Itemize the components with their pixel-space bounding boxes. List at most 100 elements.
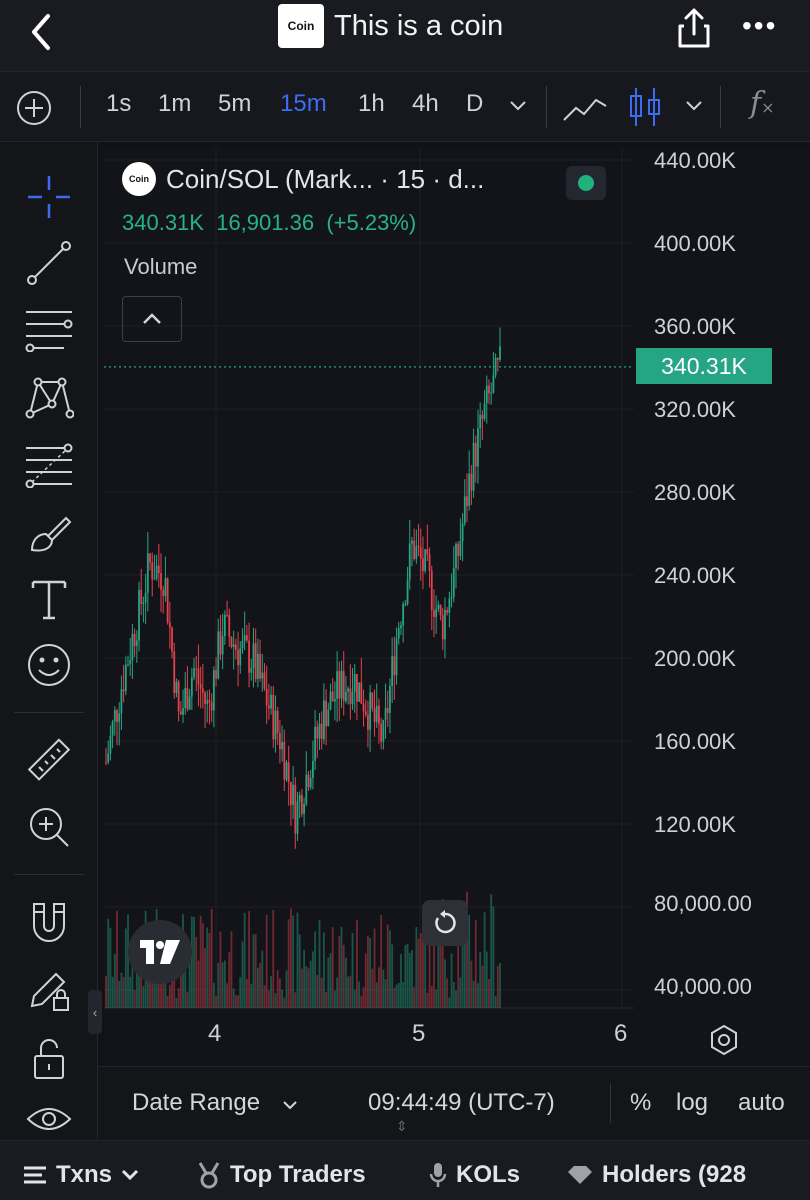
legend-values: 340.31K 16,901.36 (+5.23%) — [122, 210, 416, 236]
candle-body — [127, 664, 129, 666]
volume-bar — [459, 977, 462, 1008]
tab-txns[interactable]: Txns — [22, 1161, 140, 1189]
candle-body — [215, 670, 217, 679]
emoji-icon[interactable] — [22, 638, 76, 692]
candle-body — [105, 761, 107, 763]
interval-1h[interactable]: 1h — [358, 90, 385, 117]
candle-body — [389, 685, 391, 713]
volume-bar — [245, 979, 248, 1008]
volume-bar — [243, 912, 246, 1008]
text-tool-icon[interactable] — [22, 572, 76, 626]
brush-icon[interactable] — [22, 506, 76, 560]
volume-bar — [496, 965, 499, 1008]
volume-bar — [404, 944, 407, 1008]
interval-1s[interactable]: 1s — [106, 90, 132, 117]
interval-15m[interactable]: 15m — [280, 90, 327, 117]
back-arrow-icon[interactable] — [22, 12, 62, 52]
horizontal-lines-icon[interactable] — [22, 302, 76, 356]
interval-D[interactable]: D — [466, 90, 484, 117]
candle-body — [296, 801, 299, 834]
pattern-tool-icon[interactable] — [22, 370, 76, 424]
function-icon[interactable]: f× — [750, 86, 775, 121]
volume-bar — [188, 943, 191, 1008]
eye-icon[interactable] — [22, 1092, 76, 1146]
candle-body — [485, 385, 488, 404]
crosshair-icon[interactable] — [22, 170, 76, 224]
auto-scale-toggle[interactable]: auto — [738, 1089, 785, 1116]
chart-settings-icon[interactable] — [708, 1024, 740, 1056]
chevron-down-icon[interactable] — [684, 98, 704, 114]
volume-bar — [212, 982, 215, 1008]
volume-bar — [287, 919, 290, 1008]
candle-body — [483, 403, 486, 419]
candle-body — [204, 692, 206, 704]
volume-bar — [113, 954, 116, 1008]
trend-line-icon[interactable] — [22, 236, 76, 290]
volume-bar — [309, 960, 312, 1008]
tab-top-traders[interactable]: Top Traders — [196, 1161, 366, 1189]
chevron-down-icon — [121, 1169, 139, 1181]
volume-bar — [263, 985, 266, 1008]
candle-body — [248, 640, 250, 673]
reset-chart-button[interactable] — [422, 900, 468, 946]
candle-body — [457, 544, 460, 556]
volume-bar — [109, 927, 112, 1008]
candle-body — [120, 689, 123, 714]
resize-handle-icon[interactable]: ⇕ — [396, 1118, 408, 1134]
lock-drawing-icon[interactable] — [22, 964, 76, 1018]
candle-body — [496, 357, 499, 360]
candle-body — [146, 553, 149, 593]
candle-body — [397, 628, 400, 639]
page-title-group: Coin This is a coin — [278, 4, 503, 48]
candlestick-icon[interactable] — [628, 86, 662, 128]
share-icon[interactable] — [674, 6, 714, 50]
unlock-icon[interactable] — [22, 1032, 76, 1086]
interval-5m[interactable]: 5m — [218, 90, 252, 117]
collapse-sidebar-handle[interactable]: ‹ — [88, 990, 102, 1034]
magnet-icon[interactable] — [22, 896, 76, 950]
current-time[interactable]: 09:44:49 (UTC-7) — [368, 1089, 555, 1116]
fib-retracement-icon[interactable] — [22, 438, 76, 492]
interval-1m[interactable]: 1m — [158, 90, 192, 117]
tab-holders[interactable]: Holders (928 — [566, 1161, 746, 1189]
interval-4h[interactable]: 4h — [412, 90, 439, 117]
volume-bar — [281, 989, 283, 1008]
volume-bar — [241, 941, 244, 1008]
volume-bar — [276, 970, 279, 1008]
microphone-icon — [429, 1163, 447, 1187]
candle-body — [424, 549, 427, 572]
tab-txns-label: Txns — [56, 1161, 113, 1188]
candle-body — [164, 578, 167, 596]
candle-body — [384, 708, 387, 720]
chart-toolbar: 1s 1m 5m 15m 1h 4h D f× — [0, 72, 810, 142]
volume-bar — [239, 977, 242, 1008]
candle-body — [371, 692, 374, 709]
line-chart-icon[interactable] — [562, 90, 608, 126]
chevron-down-icon[interactable] — [282, 1099, 298, 1111]
more-options-icon[interactable]: ••• — [742, 10, 778, 41]
log-scale-toggle[interactable]: log — [676, 1089, 709, 1116]
candle-body — [155, 565, 158, 579]
add-indicator-icon[interactable] — [16, 90, 52, 126]
pair-title[interactable]: Coin/SOL (Mark... · 15 · d... — [166, 163, 485, 194]
candle-body — [347, 688, 350, 692]
candle-body — [210, 702, 213, 711]
tradingview-logo[interactable] — [128, 920, 192, 984]
candle-body — [190, 677, 193, 697]
tab-kols[interactable]: KOLs — [428, 1161, 520, 1189]
market-status-indicator — [566, 166, 606, 200]
zoom-in-icon[interactable] — [22, 800, 76, 854]
ruler-icon[interactable] — [22, 734, 76, 788]
chart-canvas — [104, 148, 634, 1009]
collapse-legend-button[interactable] — [122, 296, 182, 342]
chevron-down-icon[interactable] — [508, 98, 528, 114]
candle-body — [303, 804, 306, 814]
price-chart[interactable]: Coin Coin/SOL (Mark... · 15 · d... 340.3… — [104, 148, 810, 1066]
volume-bar — [116, 910, 118, 1008]
toolbar-divider — [80, 86, 81, 128]
percent-scale-toggle[interactable]: % — [630, 1089, 652, 1116]
candle-body — [323, 700, 325, 740]
volume-bar — [254, 934, 257, 1008]
date-range-button[interactable]: Date Range — [132, 1089, 261, 1116]
app-header: Coin This is a coin ••• — [0, 0, 810, 72]
